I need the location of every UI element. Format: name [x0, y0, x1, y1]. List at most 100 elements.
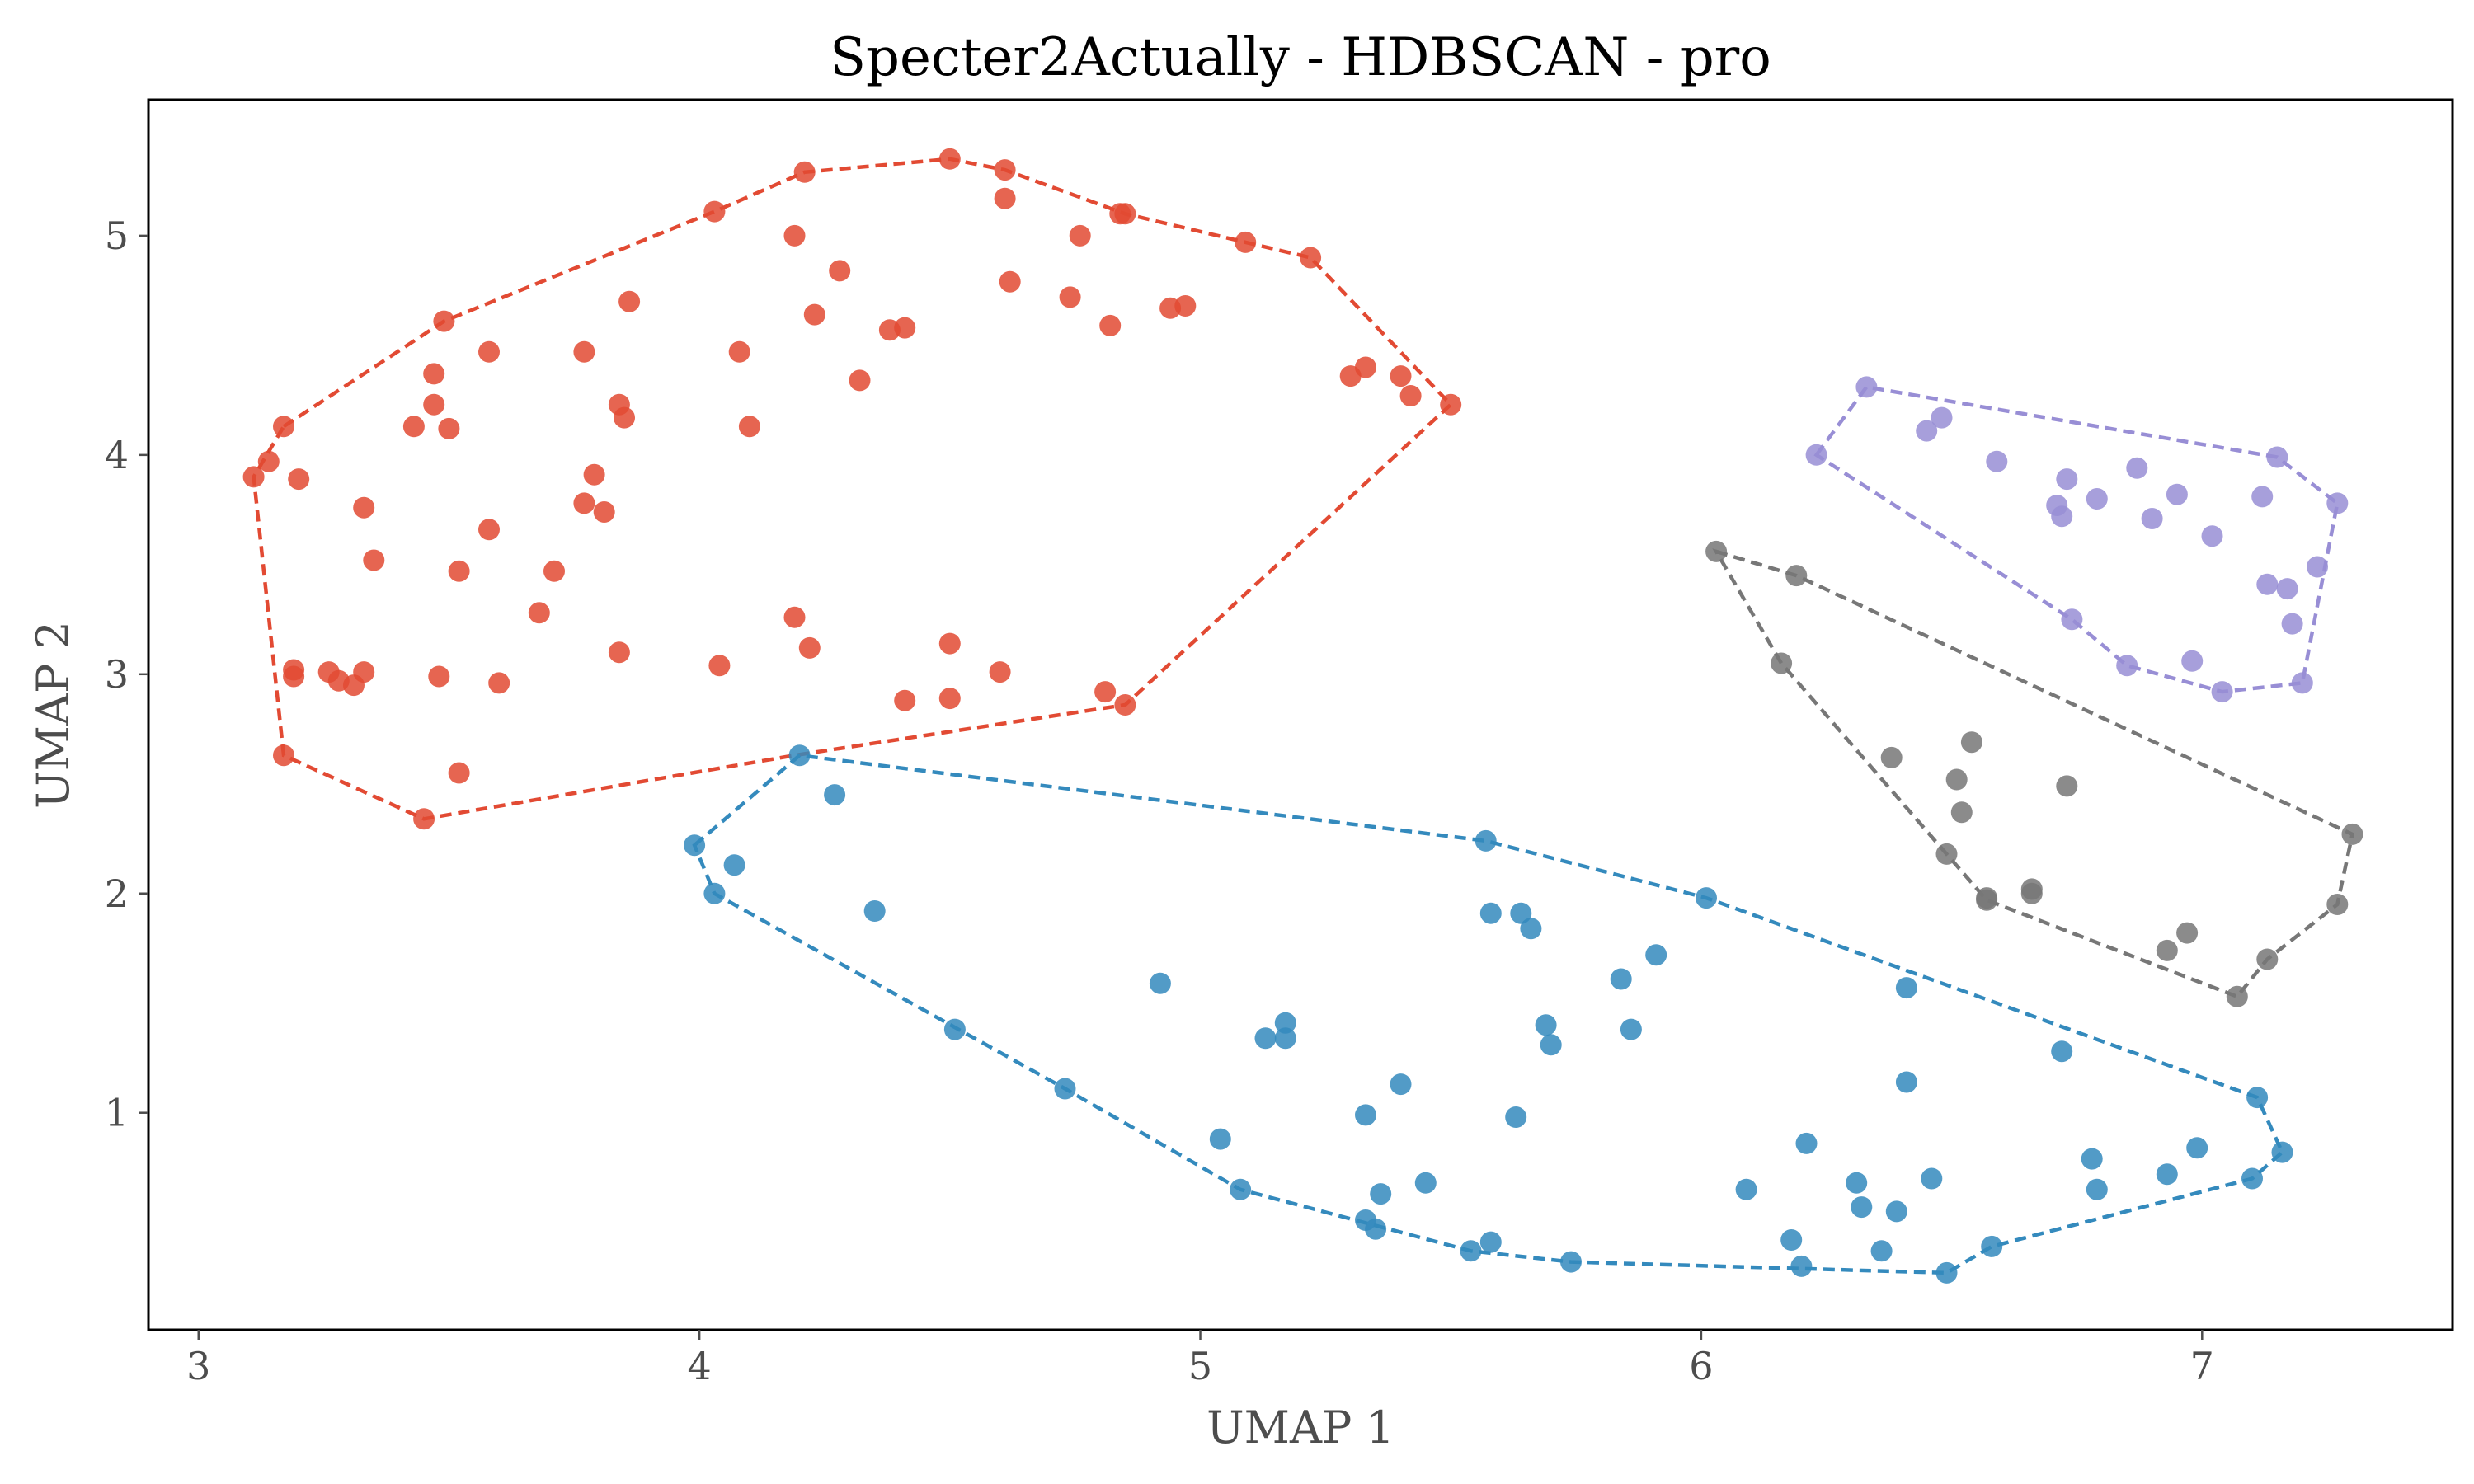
data-point [1230, 1178, 1252, 1200]
data-point [863, 900, 886, 922]
data-point [573, 340, 595, 363]
data-point [2256, 948, 2279, 970]
data-point [1560, 1251, 1582, 1273]
x-tick-label: 3 [186, 1344, 210, 1388]
data-point [428, 665, 450, 688]
data-point [593, 501, 615, 523]
data-point [448, 560, 470, 582]
data-point [1059, 286, 1081, 308]
data-point [788, 744, 811, 767]
data-point [1780, 1229, 1803, 1251]
data-point [1895, 977, 1917, 999]
data-point [2281, 613, 2303, 635]
data-point [1054, 1078, 1076, 1100]
data-point [2241, 1167, 2263, 1190]
data-point [2020, 878, 2043, 900]
data-point [2341, 823, 2363, 845]
data-point [803, 303, 825, 326]
data-point [573, 492, 595, 514]
data-point [543, 560, 565, 582]
data-point [1785, 565, 1808, 587]
data-point [1870, 1240, 1893, 1262]
data-point [1885, 1200, 1907, 1223]
y-axis-ticks: 1 2 3 4 5 [105, 214, 148, 1135]
data-point [994, 159, 1016, 181]
data-point [1475, 829, 1497, 852]
data-point [1300, 247, 1322, 269]
data-point [608, 641, 630, 664]
y-tick-label: 2 [105, 871, 129, 916]
data-point [894, 689, 916, 711]
data-point [1479, 1231, 1502, 1253]
data-point [1114, 694, 1136, 716]
cluster-hulls [252, 157, 2355, 1275]
data-point [1094, 681, 1117, 703]
data-point [1696, 887, 1717, 909]
data-point [478, 519, 500, 541]
data-point [1114, 203, 1136, 225]
data-point [2271, 1141, 2293, 1163]
data-point [1935, 1261, 1958, 1284]
data-point [242, 466, 265, 488]
y-tick-label: 3 [105, 652, 129, 697]
data-point [1235, 231, 1257, 253]
data-point [423, 363, 445, 385]
data-points [242, 148, 2363, 1284]
data-point [1099, 314, 1122, 336]
data-point [2086, 1178, 2108, 1200]
data-point [2226, 985, 2248, 1007]
data-point [829, 260, 851, 282]
data-point [2086, 488, 2108, 510]
data-point [433, 310, 455, 332]
data-point [1805, 444, 1827, 466]
x-tick-label: 4 [687, 1344, 711, 1388]
data-point [1510, 902, 1532, 924]
data-point [2307, 556, 2328, 578]
data-point [1174, 295, 1197, 317]
data-point [2141, 508, 2163, 529]
data-point [1390, 1073, 1412, 1096]
data-point [618, 290, 641, 312]
data-point [1460, 1240, 1482, 1262]
data-point [2181, 650, 2204, 672]
data-point [1790, 1255, 1813, 1277]
data-point [2156, 939, 2178, 961]
data-point [1916, 420, 1938, 442]
data-point [2326, 492, 2349, 514]
data-point [1950, 801, 1973, 824]
data-point [2056, 775, 2078, 797]
data-point [938, 632, 961, 655]
data-point [783, 224, 806, 247]
data-point [273, 744, 294, 767]
data-point [1365, 1218, 1387, 1240]
plot-frame [147, 98, 2454, 1331]
data-point [738, 416, 760, 438]
data-point [723, 854, 745, 876]
data-point [402, 416, 425, 438]
data-point [1390, 365, 1412, 387]
data-point [1535, 1014, 1557, 1036]
data-point [938, 688, 961, 710]
data-point [1705, 540, 1728, 562]
data-point [1479, 902, 1502, 924]
data-point [1540, 1034, 1562, 1056]
data-point [1370, 1183, 1392, 1205]
data-point [703, 882, 726, 904]
cluster-hull-4 [1813, 384, 2340, 694]
data-point [1355, 1104, 1376, 1126]
data-point [2291, 672, 2313, 694]
data-point [2176, 922, 2199, 944]
data-point [448, 762, 470, 784]
data-point [1440, 393, 1462, 416]
data-point [1274, 1012, 1296, 1034]
x-tick-label: 5 [1188, 1344, 1212, 1388]
data-point [708, 655, 731, 677]
data-point [2326, 894, 2349, 915]
data-point [488, 672, 510, 694]
data-point [1620, 1018, 1642, 1040]
data-point [1274, 1027, 1296, 1050]
data-point [257, 450, 280, 472]
data-point [1795, 1132, 1818, 1154]
data-point [363, 549, 385, 571]
